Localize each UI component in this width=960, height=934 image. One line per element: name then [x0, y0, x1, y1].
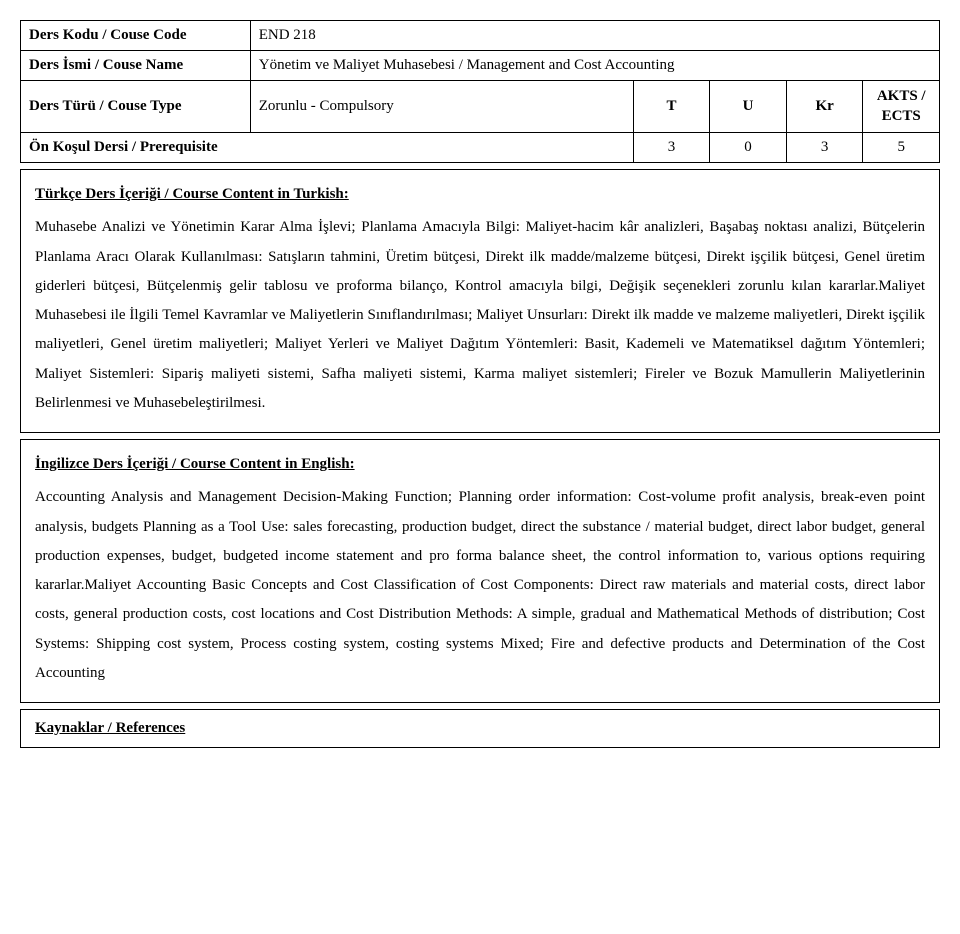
t-header: T: [633, 81, 710, 133]
references-title: Kaynaklar / References: [35, 720, 185, 736]
table-row: Ders Kodu / Couse Code END 218: [21, 21, 940, 51]
kr-value: 3: [786, 133, 863, 163]
kr-header: Kr: [786, 81, 863, 133]
u-header: U: [710, 81, 787, 133]
english-content-box: İngilizce Ders İçeriği / Course Content …: [20, 439, 940, 703]
course-name-value: Yönetim ve Maliyet Muhasebesi / Manageme…: [250, 51, 939, 81]
table-row: Ön Koşul Dersi / Prerequisite 3 0 3 5: [21, 133, 940, 163]
course-name-label: Ders İsmi / Couse Name: [21, 51, 251, 81]
akts-value: 5: [863, 133, 940, 163]
u-value: 0: [710, 133, 787, 163]
course-header-table: Ders Kodu / Couse Code END 218 Ders İsmi…: [20, 20, 940, 163]
turkish-content-box: Türkçe Ders İçeriği / Course Content in …: [20, 169, 940, 433]
akts-header: AKTS / ECTS: [863, 81, 940, 133]
references-box: Kaynaklar / References: [20, 709, 940, 748]
prerequisite-label: Ön Koşul Dersi / Prerequisite: [21, 133, 634, 163]
page-container: Ders Kodu / Couse Code END 218 Ders İsmi…: [20, 20, 940, 748]
english-section-title: İngilizce Ders İçeriği / Course Content …: [35, 450, 925, 479]
course-type-label: Ders Türü / Couse Type: [21, 81, 251, 133]
t-value: 3: [633, 133, 710, 163]
course-code-value: END 218: [250, 21, 939, 51]
turkish-body-text: Muhasebe Analizi ve Yönetimin Karar Alma…: [35, 213, 925, 418]
turkish-section-title: Türkçe Ders İçeriği / Course Content in …: [35, 180, 925, 209]
table-row: Ders Türü / Couse Type Zorunlu - Compuls…: [21, 81, 940, 133]
english-body-text: Accounting Analysis and Management Decis…: [35, 483, 925, 688]
table-row: Ders İsmi / Couse Name Yönetim ve Maliye…: [21, 51, 940, 81]
course-type-value: Zorunlu - Compulsory: [250, 81, 633, 133]
course-code-label: Ders Kodu / Couse Code: [21, 21, 251, 51]
